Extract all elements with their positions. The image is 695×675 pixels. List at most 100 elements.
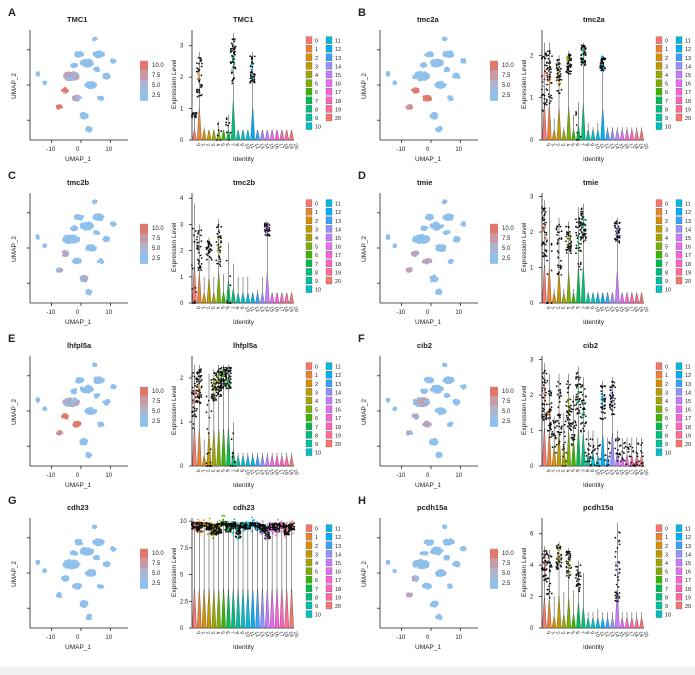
umap-cell (437, 128, 441, 132)
expression-scale-label: 5.0 (152, 83, 161, 89)
violin-point (558, 66, 561, 68)
cluster-legend-swatch (655, 96, 663, 104)
umap-cell (81, 224, 85, 228)
violin-point (582, 222, 585, 224)
violin-point (550, 269, 553, 272)
violin-point (200, 257, 203, 259)
violin-point (570, 241, 572, 244)
violin-gene-title: tmc2a (583, 15, 606, 24)
cluster-legend-label: 6 (315, 416, 318, 422)
violin-point (249, 77, 252, 80)
violin-point (566, 60, 569, 63)
violin-point (581, 52, 584, 55)
violin-point (545, 241, 548, 243)
violin-point (233, 51, 236, 54)
violin-x-label: Identity (583, 156, 605, 163)
cluster-legend-swatch (325, 276, 333, 285)
violin-point (566, 55, 569, 58)
umap-x-tick-label: 10 (105, 473, 112, 479)
violin-point (232, 66, 235, 69)
umap-cell (84, 227, 88, 231)
violin-point (196, 401, 199, 403)
expression-scale-swatch (140, 386, 148, 397)
cluster-legend-label: 13 (685, 56, 691, 62)
expression-scale-swatch (490, 233, 498, 244)
violin-point (200, 269, 203, 272)
violin-plot: 0123401234567891011121314151617181920Ide… (171, 178, 341, 326)
cluster-legend-label: 7 (315, 99, 318, 105)
cluster-legend-label: 2 (315, 219, 318, 225)
violin-fill (255, 455, 260, 467)
umap-cell (72, 423, 76, 427)
cluster-legend-label: 11 (335, 202, 341, 208)
violin-point (580, 243, 582, 245)
umap-x-tick-label: 0 (76, 147, 80, 153)
violin-point (231, 465, 234, 467)
umap-cell (414, 73, 418, 77)
violin-point (194, 230, 197, 232)
umap-cell (437, 62, 440, 66)
violin-point (220, 377, 223, 380)
cluster-legend-label: 17 (335, 416, 341, 422)
violin-point (584, 235, 587, 238)
violin-point (543, 98, 546, 100)
umap-cell (452, 75, 456, 79)
violin-point (218, 372, 220, 374)
umap-cell (424, 400, 427, 404)
violin-y-label: Expression Level (171, 59, 178, 109)
umap-cell (73, 398, 77, 402)
violin-point (249, 81, 252, 83)
violin-point (195, 409, 197, 412)
violin-point (569, 72, 572, 75)
violin-fill (211, 292, 217, 304)
violin-point (601, 55, 604, 58)
violin-point (545, 232, 548, 234)
violin-point (250, 68, 253, 71)
umap-cell (425, 259, 429, 263)
violin-point (209, 248, 212, 250)
violin-point (216, 262, 219, 265)
violin-point (542, 78, 545, 81)
cluster-legend-label: 9 (315, 442, 318, 448)
violin-point (200, 234, 202, 237)
violin-point (548, 79, 550, 82)
violin-point (541, 109, 544, 112)
violin-point (569, 63, 572, 66)
violin-point (617, 236, 619, 238)
expression-scale-label: 7.5 (502, 236, 511, 242)
cluster-legend-label: 10 (315, 451, 321, 457)
umap-cell (426, 96, 430, 100)
violin-point (214, 374, 217, 377)
umap-cell (95, 380, 99, 384)
umap-cell (426, 423, 430, 427)
violin-point (225, 379, 227, 381)
expression-scale-swatch (490, 253, 498, 264)
umap-x-tick-label: 0 (76, 473, 80, 479)
violin-point (198, 369, 201, 371)
violin-point (196, 380, 198, 383)
violin-point (217, 370, 220, 372)
violin-point (212, 383, 215, 386)
violin-point (617, 237, 620, 240)
cluster-legend-swatch (675, 96, 683, 104)
violin-x-tick-label: 20 (642, 306, 650, 313)
violin-fill (240, 455, 246, 467)
cluster-legend-swatch (325, 431, 333, 439)
violin-point (543, 209, 546, 211)
cluster-legend-label: 14 (685, 227, 691, 233)
cluster-legend-swatch (325, 199, 333, 207)
umap-cell (439, 80, 443, 84)
violin-point (575, 252, 577, 255)
violin-point (250, 75, 253, 78)
violin-x-label: Identity (233, 156, 255, 163)
violin-point (196, 95, 199, 98)
violin-point (197, 241, 200, 244)
cluster-legend-swatch (655, 216, 663, 224)
umap-cell (92, 38, 96, 42)
umap-cell (435, 390, 439, 394)
violin-point (198, 62, 200, 65)
panel-letter: B (358, 7, 366, 19)
violin-fill (615, 271, 620, 304)
violin-point (231, 68, 233, 71)
violin-point (560, 88, 563, 91)
